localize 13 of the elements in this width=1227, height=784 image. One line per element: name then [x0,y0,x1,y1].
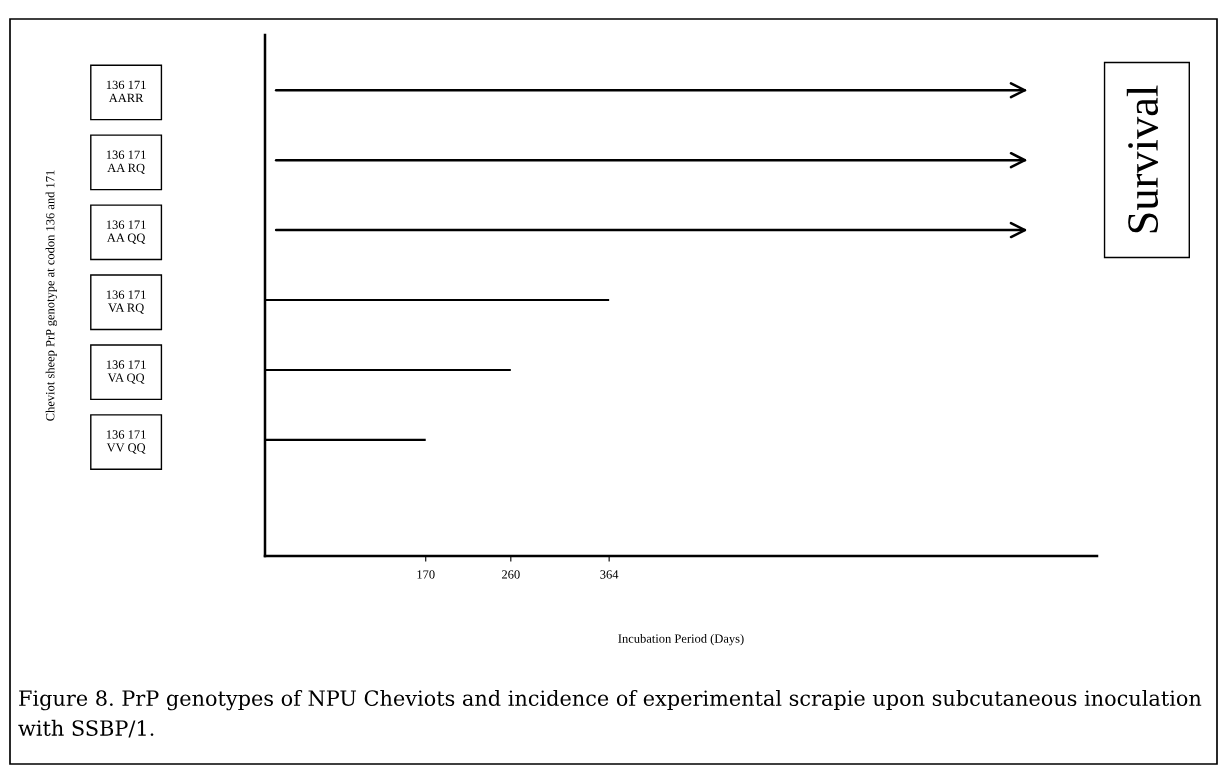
x-axis-title: Incubation Period (Days) [618,634,744,646]
y-tick-label: 136 171 VA RQ [106,290,146,314]
x-tick-label: 364 [600,570,619,579]
y-tick-label: 136 171 VV QQ [106,430,146,454]
y-tick-label: 136 171 AARR [106,80,146,102]
y-tick-label: 136 171 AA RQ [106,150,146,174]
text: Survival [1126,85,1159,233]
x-tick-label: 260 [501,570,520,579]
caption: Figure 8. PrP genotypes of NPU Cheviots and incidence of experimental scrapie upon subcutaneous inoculation with SSBP/1. [18,689,1202,738]
y-axis-title: Cheviot sheep PrP genotype at codon 136 and 171 [45,170,57,421]
y-tick-label: 136 171 AA QQ [106,220,146,244]
y-tick-label: 136 171 VA QQ [106,360,146,384]
x-tick-label: 170 [417,570,435,579]
